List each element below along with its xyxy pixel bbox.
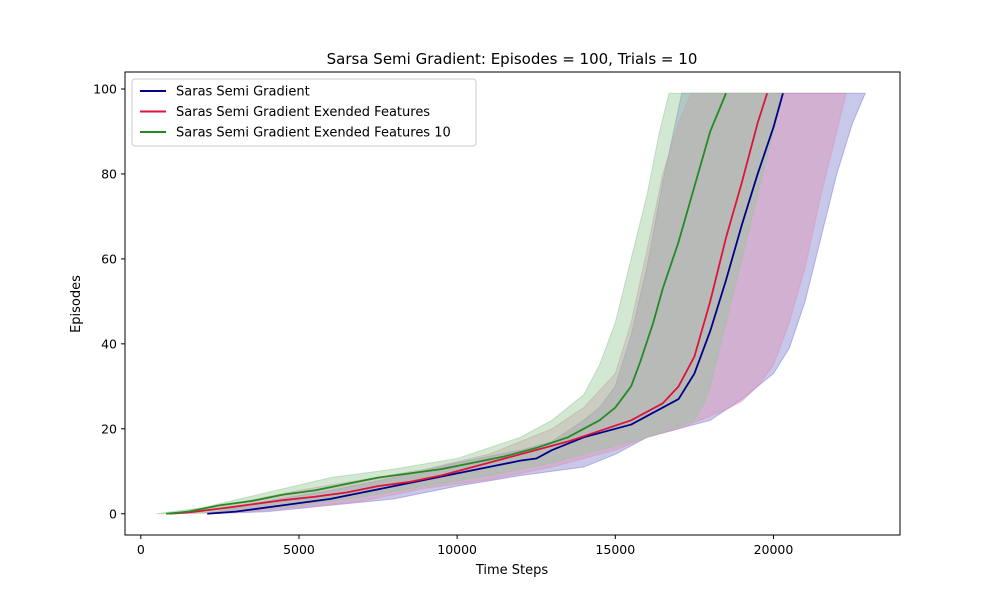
y-axis: 0 20 40 60 80 100 xyxy=(93,81,125,521)
legend-box xyxy=(131,78,477,147)
legend: Saras Semi Gradient Saras Semi Gradient E… xyxy=(131,78,477,147)
confidence-bands xyxy=(156,92,866,515)
y-tick-label: 40 xyxy=(101,336,117,351)
legend-label-1: Saras Semi Gradient xyxy=(176,85,310,100)
chart-title: Sarsa Semi Gradient: Episodes = 100, Tri… xyxy=(327,50,698,68)
x-tick-label: 20000 xyxy=(754,542,794,557)
y-axis-label: Episodes xyxy=(69,275,84,333)
series-line-3 xyxy=(166,92,727,515)
confidence-band-2 xyxy=(169,92,847,515)
legend-label-2: Saras Semi Gradient Exended Features xyxy=(176,105,430,120)
y-tick-label: 20 xyxy=(101,421,117,436)
x-tick-label: 5000 xyxy=(283,542,315,557)
y-tick-label: 100 xyxy=(93,81,117,96)
x-axis-label: Time Steps xyxy=(475,563,549,578)
x-tick-label: 0 xyxy=(137,542,145,557)
x-tick-label: 10000 xyxy=(437,542,477,557)
series-line-1 xyxy=(207,92,784,515)
confidence-band-3 xyxy=(156,92,784,515)
x-tick-label: 15000 xyxy=(595,542,635,557)
series-line-2 xyxy=(169,92,769,515)
y-tick-label: 60 xyxy=(101,251,117,266)
y-tick-label: 0 xyxy=(109,506,117,521)
legend-label-3: Saras Semi Gradient Exended Features 10 xyxy=(176,126,451,141)
y-tick-label: 80 xyxy=(101,166,117,181)
plot-area-frame xyxy=(124,71,901,536)
series-lines xyxy=(166,92,784,515)
x-axis: 0 5000 10000 15000 20000 xyxy=(137,535,794,557)
